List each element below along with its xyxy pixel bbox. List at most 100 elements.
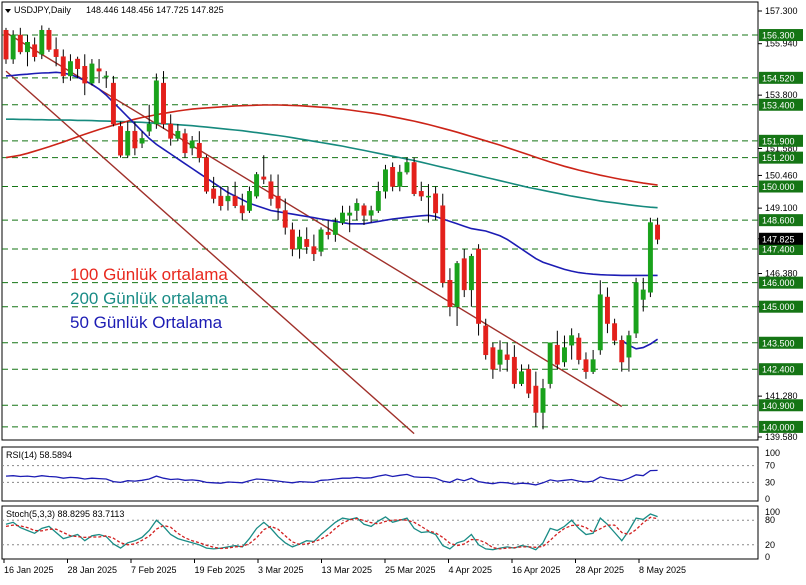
candle-body <box>461 258 467 291</box>
candle-body <box>318 229 324 252</box>
legend-ma50: 50 Günlük Ortalama <box>70 313 223 332</box>
level-price-label: 148.600 <box>762 216 795 226</box>
level-price-label: 143.500 <box>762 338 795 348</box>
candle-body <box>447 280 453 307</box>
candle-body <box>526 368 532 394</box>
level-price-box <box>759 98 803 111</box>
candle-body <box>347 212 353 216</box>
candle-body <box>655 224 661 240</box>
candle-body <box>232 195 238 206</box>
rsi-tick-label: 70 <box>765 461 775 471</box>
candle-body <box>583 359 589 372</box>
candle-body <box>311 246 317 255</box>
date-tick-label: 4 Apr 2025 <box>449 565 493 575</box>
candle-body <box>533 385 539 413</box>
stoch-d-line <box>5 516 658 550</box>
candle-body <box>282 210 288 228</box>
candle-body <box>196 142 202 158</box>
candle-body <box>289 229 295 250</box>
candle-body <box>383 169 388 192</box>
chart-symbol: USDJPY,Daily <box>14 5 71 15</box>
rsi-title: RSI(14) 58.5894 <box>6 450 72 460</box>
candle-body <box>454 263 460 307</box>
candle-body <box>246 191 252 211</box>
candle-body <box>3 29 9 60</box>
candle-body <box>32 44 38 57</box>
level-price-label: 142.400 <box>762 365 795 375</box>
candle-body <box>626 335 632 358</box>
candle-body <box>554 344 560 365</box>
candle-body <box>483 325 489 356</box>
level-price-box <box>759 399 803 412</box>
level-price-box <box>759 300 803 313</box>
candle-body <box>633 282 639 334</box>
level-price-label: 150.000 <box>762 182 795 192</box>
price-tick-label: 146.380 <box>765 269 798 279</box>
candle-body <box>189 140 195 149</box>
candle-body <box>304 239 310 247</box>
level-price-label: 140.900 <box>762 401 795 411</box>
last-price-box <box>759 232 803 245</box>
candle-body <box>476 248 482 324</box>
rsi-tick-label: 100 <box>765 448 780 458</box>
candle-body <box>239 205 245 214</box>
candle-body <box>504 354 510 360</box>
candle-body <box>562 347 567 363</box>
level-price-box <box>759 276 803 289</box>
level-price-box <box>759 243 803 256</box>
candle-body <box>225 195 231 202</box>
price-tick-label: 157.300 <box>765 6 798 16</box>
price-tick-label: 151.580 <box>765 144 798 154</box>
candle-body <box>597 294 603 351</box>
rsi-tick-label: 30 <box>765 477 775 487</box>
candle-body <box>590 359 596 372</box>
candle-body <box>125 130 131 156</box>
level-price-box <box>759 336 803 349</box>
candle-body <box>332 222 338 235</box>
price-tick-label: 150.460 <box>765 170 798 180</box>
candle-body <box>468 255 474 291</box>
candle-body <box>46 29 52 50</box>
level-price-box <box>759 29 803 42</box>
candle-body <box>89 63 95 84</box>
level-price-box <box>759 134 803 147</box>
candle-body <box>53 49 59 57</box>
channel-upper-line <box>5 32 623 408</box>
date-tick-label: 8 May 2025 <box>639 565 686 575</box>
candle-body <box>368 210 374 216</box>
level-price-label: 140.000 <box>762 422 795 432</box>
level-price-label: 151.200 <box>762 153 795 163</box>
level-price-label: 156.300 <box>762 31 795 41</box>
legend-ma200: 200 Günlük ortalama <box>70 289 228 308</box>
candle-body <box>576 337 582 360</box>
level-price-box <box>759 151 803 164</box>
candle-body <box>425 195 431 198</box>
candle-body <box>10 34 16 60</box>
level-price-label: 151.900 <box>762 136 795 146</box>
candle-body <box>540 388 546 413</box>
date-tick-label: 19 Feb 2025 <box>195 565 246 575</box>
price-tick-label: 141.280 <box>765 391 798 401</box>
stoch-title: Stoch(5,3,3) 88.8295 83.7113 <box>6 509 124 519</box>
stoch-tick-label: 100 <box>765 507 780 517</box>
ma100-line <box>5 104 658 186</box>
date-tick-label: 28 Apr 2025 <box>576 565 625 575</box>
level-price-box <box>759 363 803 376</box>
last-price-label: 147.825 <box>762 234 795 244</box>
candle-body <box>82 66 88 84</box>
candle-body <box>60 56 66 77</box>
candle-body <box>67 61 73 77</box>
candle-body <box>404 162 410 173</box>
candle-body <box>647 222 653 293</box>
panel-frame-sto <box>1 505 759 560</box>
level-price-box <box>759 180 803 193</box>
date-tick-label: 13 Mar 2025 <box>322 565 373 575</box>
candle-body <box>440 205 446 283</box>
candle-body <box>96 68 102 72</box>
candle-body <box>511 356 517 384</box>
level-price-label: 145.000 <box>762 302 795 312</box>
date-tick-label: 28 Jan 2025 <box>68 565 118 575</box>
candle-body <box>397 171 403 187</box>
